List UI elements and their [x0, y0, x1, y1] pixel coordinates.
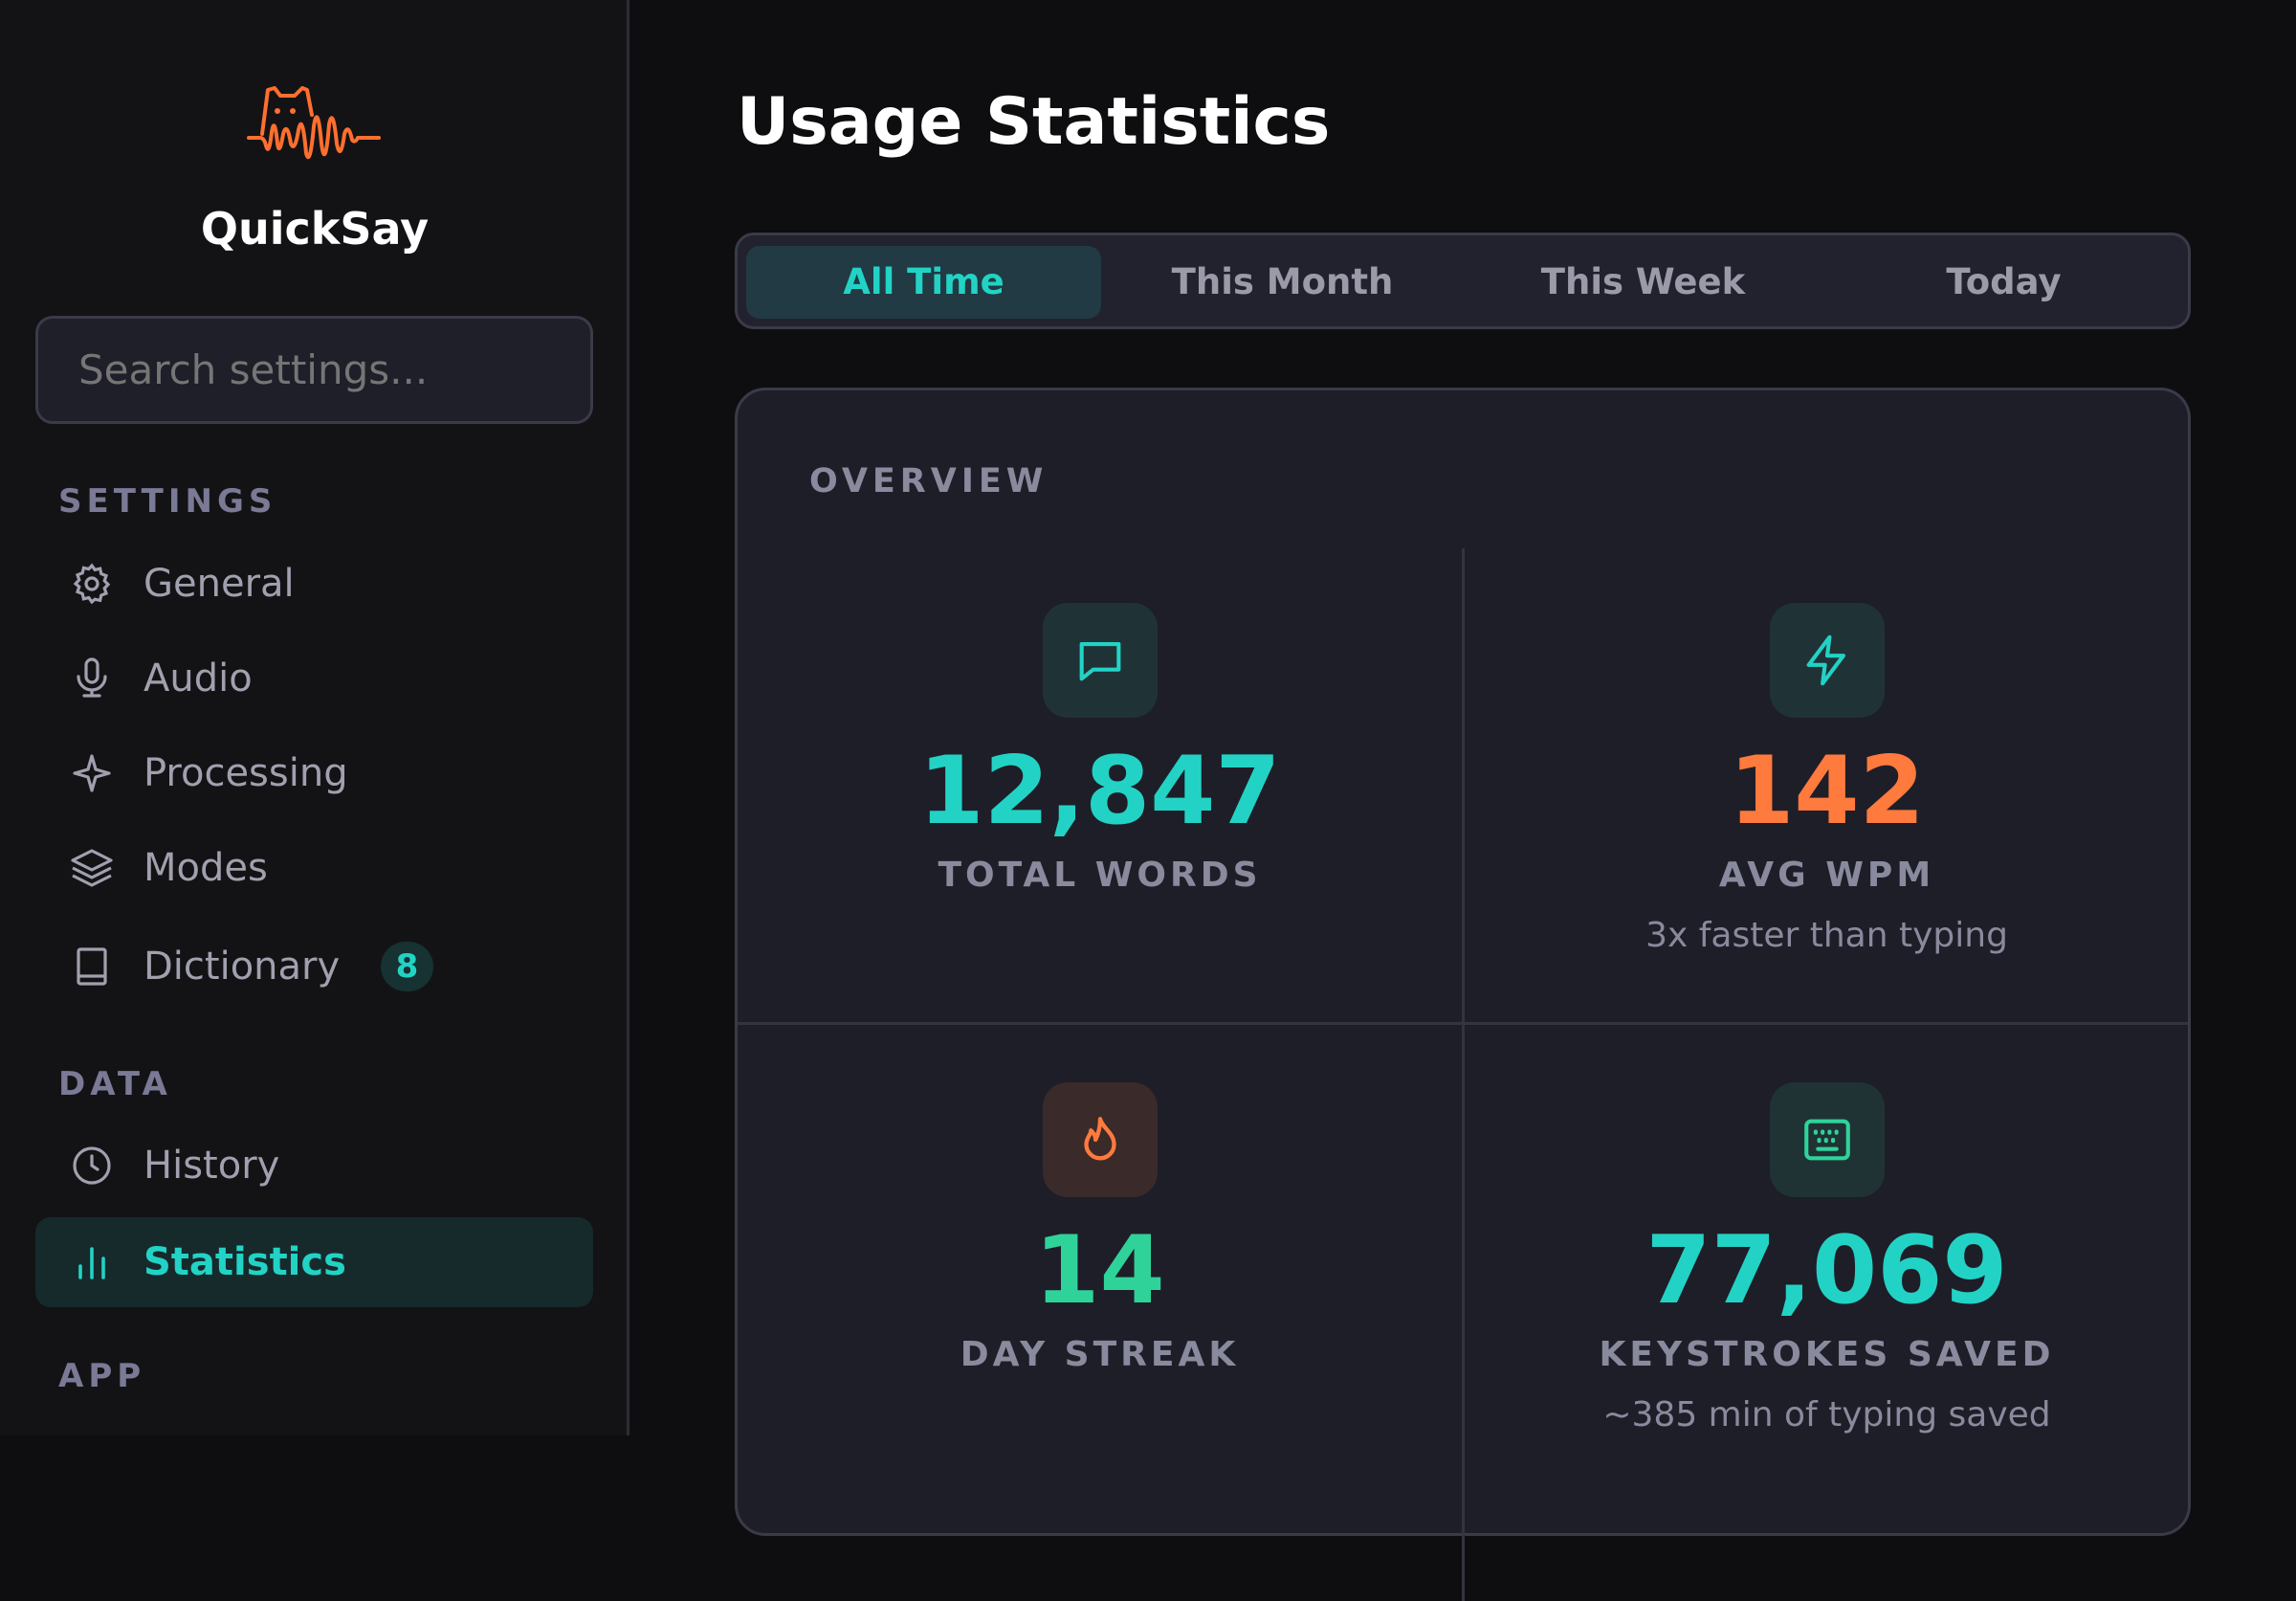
stat-value: 14: [1034, 1216, 1165, 1325]
section-app: APP: [58, 1357, 146, 1395]
sidebar-item-processing[interactable]: Processing: [35, 728, 593, 818]
section-settings: SETTINGS: [58, 482, 277, 521]
sidebar-item-label: Modes: [144, 846, 268, 890]
quicksay-logo: [247, 86, 381, 160]
time-range-tabs: All Time This Month This Week Today: [735, 233, 2191, 329]
bar-chart-icon: [78, 1247, 105, 1279]
stat-value: 142: [1729, 737, 1925, 846]
flame-icon: [1083, 1117, 1116, 1161]
stat-label: AVG WPM: [1718, 856, 1935, 895]
sidebar-item-label: History: [144, 1144, 280, 1188]
sidebar-item-modes[interactable]: Modes: [35, 823, 593, 913]
stat-keystrokes-saved: 77,069 KEYSTROKES SAVED ~385 min of typi…: [1465, 1082, 2189, 1434]
stat-value: 77,069: [1645, 1216, 2008, 1325]
divider: [1462, 548, 1465, 1601]
app-name: QuickSay: [200, 203, 430, 255]
stat-subtext: ~385 min of typing saved: [1602, 1395, 2051, 1434]
overview-card: OVERVIEW 12,847 TOTAL WORDS 142 AVG WPM …: [735, 388, 2191, 1601]
overview-heading: OVERVIEW: [809, 462, 1049, 500]
stat-icon-box: [1769, 603, 1885, 718]
stat-subtext: 3x faster than typing: [1645, 916, 2008, 955]
sidebar-item-history[interactable]: History: [35, 1121, 593, 1211]
sidebar-item-label: Processing: [144, 751, 348, 795]
lightning-icon: [1806, 634, 1845, 686]
layers-icon: [71, 849, 113, 887]
clock-icon: [73, 1146, 111, 1185]
sidebar-item-general[interactable]: General: [35, 539, 593, 629]
gear-icon: [73, 563, 111, 605]
sidebar: QuickSay SETTINGS General Audio Processi…: [0, 0, 629, 1435]
sidebar-item-dictionary[interactable]: Dictionary 8: [35, 922, 593, 1012]
sparkle-icon: [73, 754, 111, 792]
stat-label: DAY STREAK: [960, 1335, 1240, 1374]
divider: [738, 1022, 2188, 1025]
tab-today[interactable]: Today: [1946, 261, 2062, 302]
book-icon: [77, 947, 107, 986]
stat-icon-box: [1042, 1082, 1158, 1197]
stat-icon-box: [1042, 603, 1158, 718]
sidebar-item-statistics[interactable]: Statistics: [35, 1217, 593, 1307]
search-settings-input[interactable]: [35, 316, 593, 424]
stat-label: KEYSTROKES SAVED: [1599, 1335, 2055, 1374]
section-data: DATA: [58, 1065, 172, 1103]
message-icon: [1079, 642, 1120, 681]
stat-value: 12,847: [918, 737, 1281, 846]
tab-this-week[interactable]: This Week: [1540, 261, 1746, 302]
keyboard-icon: [1803, 1119, 1850, 1161]
stat-label: TOTAL WORDS: [938, 856, 1262, 895]
sidebar-item-label: Audio: [144, 656, 253, 700]
tab-all-time[interactable]: All Time: [746, 246, 1101, 319]
stat-day-streak: 14 DAY STREAK: [738, 1082, 1462, 1374]
sidebar-item-label: General: [144, 562, 295, 606]
microphone-icon: [77, 657, 107, 698]
sidebar-item-label: Dictionary: [144, 945, 341, 989]
dictionary-count-badge: 8: [381, 942, 433, 991]
sidebar-item-audio[interactable]: Audio: [35, 634, 593, 723]
sidebar-item-label: Statistics: [144, 1240, 346, 1284]
stat-icon-box: [1769, 1082, 1885, 1197]
stat-total-words: 12,847 TOTAL WORDS: [738, 603, 1462, 895]
page-title: Usage Statistics: [737, 84, 1331, 160]
tab-this-month[interactable]: This Month: [1171, 261, 1394, 302]
stat-avg-wpm: 142 AVG WPM 3x faster than typing: [1465, 603, 2189, 955]
